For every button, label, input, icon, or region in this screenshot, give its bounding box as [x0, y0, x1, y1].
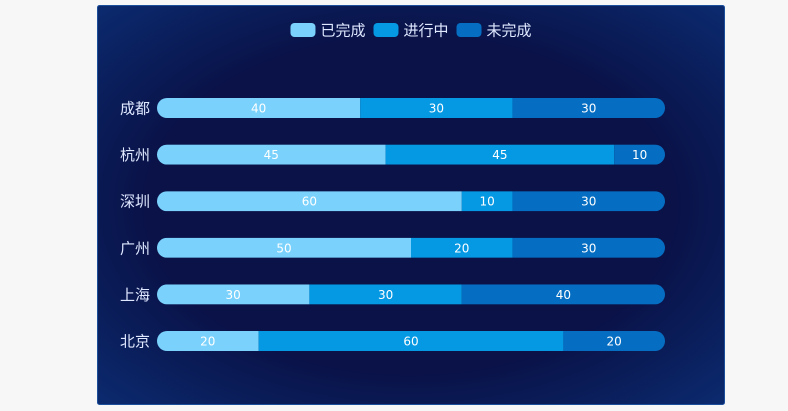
data-label: 30: [378, 288, 393, 302]
legend-swatch: [290, 23, 316, 37]
data-label: 10: [632, 148, 647, 162]
data-label: 60: [403, 335, 418, 349]
data-label: 50: [276, 241, 291, 255]
y-tick-label: 杭州: [120, 146, 150, 164]
bar-segment: [157, 98, 361, 118]
bar-segment: [512, 191, 665, 212]
data-label: 60: [302, 195, 317, 209]
bar-row: [157, 331, 665, 351]
data-label: 30: [581, 241, 596, 255]
bar-segment: [157, 191, 462, 212]
bar-segment: [258, 331, 564, 351]
data-label: 30: [581, 102, 596, 116]
bar-segment: [309, 284, 462, 305]
data-label: 10: [480, 195, 495, 209]
y-tick-label: 广州: [120, 239, 150, 257]
bar-row: [157, 191, 665, 212]
bar-segment: [157, 144, 386, 165]
legend-label: 进行中: [403, 22, 448, 40]
y-tick-label: 成都: [120, 100, 150, 118]
data-label: 40: [556, 288, 571, 302]
bar-segment: [563, 331, 665, 351]
bar-segment: [157, 331, 259, 351]
y-tick-label: 深圳: [120, 193, 150, 211]
data-label: 20: [607, 335, 622, 349]
legend-label: 已完成: [320, 22, 365, 40]
legend: 已完成 进行中 未完成: [290, 22, 532, 40]
bar-segment: [461, 284, 665, 305]
bar-segment: [157, 284, 310, 305]
data-label: 45: [264, 148, 279, 162]
legend-label: 未完成: [487, 22, 532, 40]
bar-segment: [360, 98, 513, 118]
legend-item: 进行中: [373, 22, 449, 40]
bar-row: [157, 237, 665, 258]
bar-segment: [461, 191, 513, 212]
bar-segment: [157, 237, 411, 258]
legend-item: 未完成: [456, 22, 532, 40]
bar-segment: [614, 144, 665, 165]
bar-segment: [385, 144, 615, 165]
data-label: 20: [454, 241, 469, 255]
bar-segment: [512, 98, 665, 118]
bar-segment: [512, 237, 665, 258]
plot-area: 成都 40 30 30 杭州 45 45 10 深圳 60 10 30 广州 50 20 30 上海 30 30 40…: [120, 98, 665, 351]
bar-row: [157, 98, 665, 118]
legend-swatch: [456, 23, 482, 37]
legend-item: 已完成: [290, 22, 365, 40]
data-label: 20: [200, 335, 215, 349]
data-label: 30: [226, 288, 241, 302]
bar-segment: [411, 237, 513, 258]
data-label: 30: [581, 195, 596, 209]
y-tick-label: 上海: [120, 286, 150, 304]
data-label: 45: [492, 148, 507, 162]
legend-swatch: [373, 23, 399, 37]
data-label: 30: [429, 102, 444, 116]
bar-row: [157, 284, 665, 305]
bar-row: [157, 144, 665, 165]
data-label: 40: [251, 102, 266, 116]
y-tick-label: 北京: [120, 333, 150, 351]
